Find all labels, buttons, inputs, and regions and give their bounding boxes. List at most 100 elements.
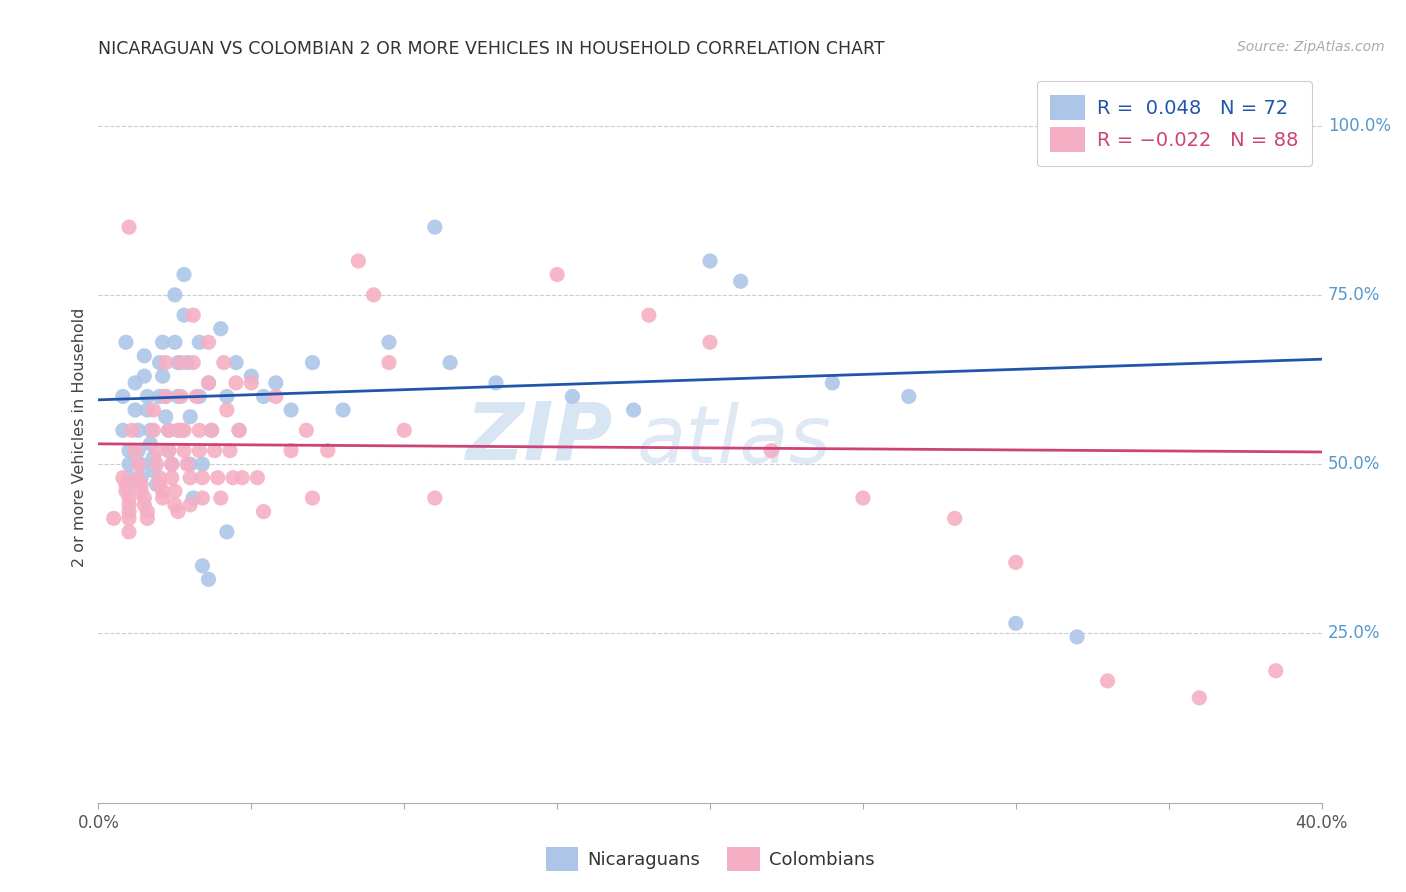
Point	[163, 484, 186, 499]
Point	[821, 376, 844, 390]
Point	[637, 308, 661, 322]
Point	[225, 376, 247, 390]
Point	[149, 471, 172, 485]
Point	[378, 335, 401, 350]
Point	[134, 369, 156, 384]
Point	[1004, 616, 1026, 631]
Point	[136, 389, 159, 403]
Text: 50.0%: 50.0%	[1327, 455, 1381, 473]
Point	[124, 376, 146, 390]
Point	[157, 443, 180, 458]
Legend: Nicaraguans, Colombians: Nicaraguans, Colombians	[538, 840, 882, 878]
Point	[155, 389, 177, 403]
Point	[207, 471, 229, 485]
Point	[179, 471, 201, 485]
Point	[897, 389, 920, 403]
Point	[173, 443, 195, 458]
Point	[118, 524, 141, 539]
Point	[170, 355, 193, 369]
Point	[546, 268, 568, 282]
Point	[152, 369, 174, 384]
Point	[118, 505, 141, 519]
Point	[215, 389, 238, 403]
Point	[118, 457, 141, 471]
Point	[240, 369, 263, 384]
Point	[124, 403, 146, 417]
Point	[188, 335, 211, 350]
Point	[191, 558, 214, 573]
Point	[103, 511, 125, 525]
Text: ZIP: ZIP	[465, 398, 612, 476]
Point	[191, 491, 214, 505]
Point	[163, 288, 186, 302]
Point	[136, 505, 159, 519]
Point	[1066, 630, 1088, 644]
Point	[176, 457, 198, 471]
Point	[160, 471, 183, 485]
Point	[139, 437, 162, 451]
Point	[115, 335, 138, 350]
Point	[219, 443, 242, 458]
Point	[186, 389, 208, 403]
Point	[134, 498, 156, 512]
Point	[173, 423, 195, 437]
Point	[111, 471, 134, 485]
Point	[197, 376, 219, 390]
Point	[280, 443, 302, 458]
Point	[730, 274, 752, 288]
Point	[204, 443, 226, 458]
Point	[157, 443, 180, 458]
Point	[118, 220, 141, 235]
Point	[118, 491, 141, 505]
Y-axis label: 2 or more Vehicles in Household: 2 or more Vehicles in Household	[72, 308, 87, 566]
Point	[134, 349, 156, 363]
Point	[197, 572, 219, 586]
Point	[136, 403, 159, 417]
Point	[118, 498, 141, 512]
Point	[212, 355, 235, 369]
Point	[485, 376, 508, 390]
Point	[173, 268, 195, 282]
Point	[181, 308, 204, 322]
Point	[188, 423, 211, 437]
Text: atlas: atlas	[637, 401, 831, 480]
Point	[127, 443, 149, 458]
Point	[363, 288, 385, 302]
Point	[200, 423, 222, 437]
Point	[129, 457, 152, 471]
Point	[301, 491, 323, 505]
Point	[149, 389, 172, 403]
Point	[118, 511, 141, 525]
Point	[118, 443, 141, 458]
Point	[163, 498, 186, 512]
Point	[301, 355, 323, 369]
Point	[423, 220, 446, 235]
Point	[167, 355, 190, 369]
Point	[623, 403, 645, 417]
Point	[155, 389, 177, 403]
Point	[160, 457, 183, 471]
Point	[188, 443, 211, 458]
Point	[179, 457, 201, 471]
Point	[118, 477, 141, 491]
Point	[1097, 673, 1119, 688]
Point	[316, 443, 339, 458]
Point	[157, 423, 180, 437]
Point	[127, 423, 149, 437]
Point	[228, 423, 250, 437]
Point	[127, 457, 149, 471]
Point	[121, 423, 143, 437]
Point	[142, 450, 165, 465]
Point	[378, 355, 401, 369]
Point	[111, 423, 134, 437]
Point	[197, 335, 219, 350]
Point	[155, 355, 177, 369]
Point	[155, 409, 177, 424]
Point	[176, 355, 198, 369]
Point	[699, 335, 721, 350]
Point	[157, 423, 180, 437]
Text: NICARAGUAN VS COLOMBIAN 2 OR MORE VEHICLES IN HOUSEHOLD CORRELATION CHART: NICARAGUAN VS COLOMBIAN 2 OR MORE VEHICL…	[98, 40, 884, 58]
Point	[142, 464, 165, 478]
Point	[152, 335, 174, 350]
Point	[197, 376, 219, 390]
